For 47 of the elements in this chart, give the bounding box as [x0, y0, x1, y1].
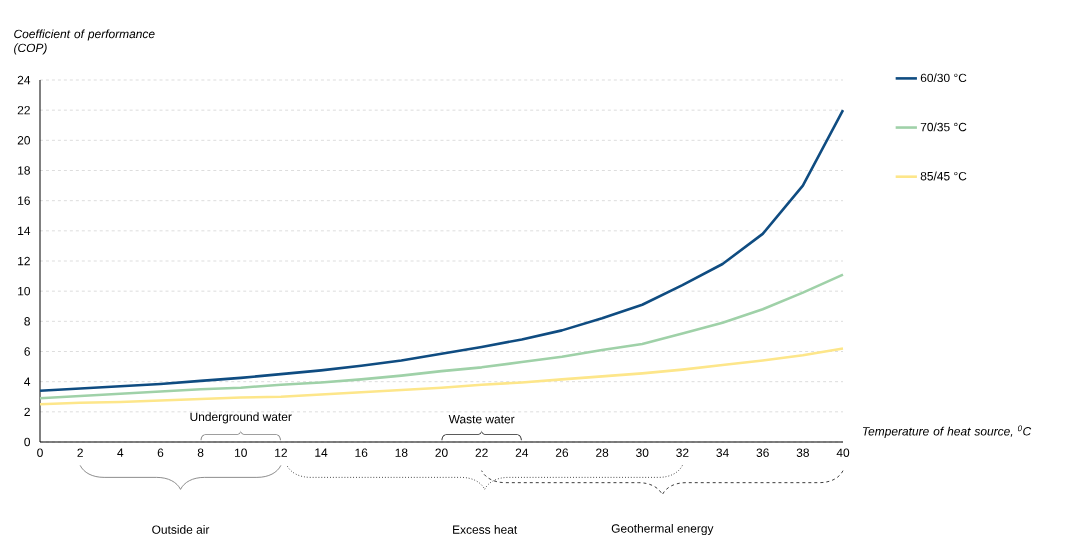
annotation: Underground water	[190, 412, 292, 424]
text: Excess heat	[453, 525, 518, 534]
y-tick-label: 12	[18, 256, 30, 266]
x-tick-label: 14	[315, 448, 328, 457]
y-tick-label: 24	[17, 75, 31, 85]
x-tick-label: 8	[197, 448, 204, 457]
x-tick-label: 20	[435, 448, 448, 457]
x-tick-label: 32	[676, 448, 689, 457]
x-axis-title: Temperature of heat source, $^{0}$C	[862, 425, 1032, 438]
y-axis-title: Coefficient of performance (COP)	[14, 29, 155, 55]
x-tick-label: 12	[275, 448, 287, 457]
x-tick-label: 36	[756, 448, 769, 457]
x-tick-label: 0	[37, 448, 43, 457]
x-tick-label: 24	[515, 448, 529, 457]
x-tick-label: 16	[355, 448, 368, 457]
x-tick-label: 2	[77, 448, 83, 457]
line-series	[38, 108, 845, 393]
line-series	[38, 273, 845, 400]
y-tick-label: 22	[17, 106, 30, 115]
y-tick-label: 16	[18, 196, 30, 205]
x-tick-label: 6	[157, 448, 164, 457]
legend-label: 70/35 °C	[920, 122, 967, 132]
y-tick-label: 4	[24, 377, 31, 386]
legend-label: 85/45 °C	[920, 171, 967, 181]
x-tick-label: 38	[796, 448, 809, 457]
y-tick-label: 20	[17, 136, 31, 145]
x-tick-label: 28	[596, 448, 609, 457]
y-tick-label: 6	[24, 347, 30, 356]
y-tick-label: 18	[18, 166, 30, 175]
x-tick-label: 34	[716, 448, 729, 457]
text: Outside air	[152, 525, 210, 534]
x-tick-label: 10	[235, 448, 247, 457]
y-tick-label: 2	[24, 407, 30, 417]
y-tick-label: 8	[24, 317, 30, 326]
y-tick-label: 14	[18, 226, 31, 235]
x-tick-label: 30	[636, 448, 649, 457]
line-series	[38, 347, 845, 406]
x-tick-label: 40	[836, 448, 850, 457]
y-tick-label: 10	[18, 286, 31, 296]
y-tick-label: 0	[24, 437, 31, 447]
x-tick-label: 22	[475, 448, 488, 457]
text: Geothermal energy	[611, 523, 714, 536]
annotation: Waste water	[448, 415, 515, 424]
x-tick-label: 26	[555, 448, 569, 457]
x-tick-label: 18	[395, 448, 408, 457]
legend-label: 60/30 °C	[920, 73, 967, 83]
x-tick-label: 4	[117, 448, 124, 457]
